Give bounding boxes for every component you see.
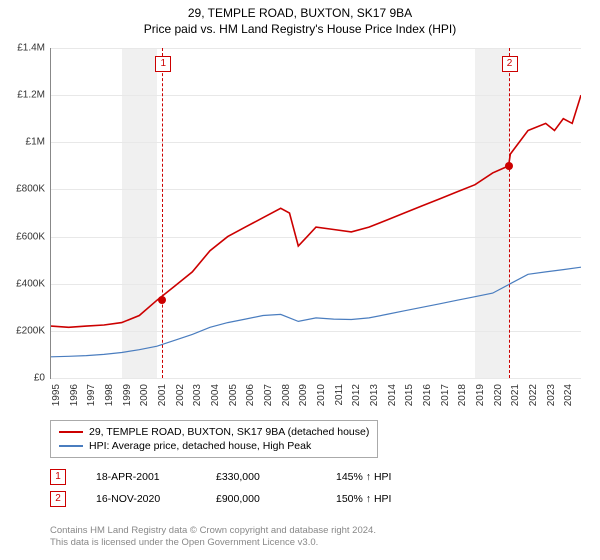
transaction-marker: 2	[50, 491, 66, 507]
page-title: 29, TEMPLE ROAD, BUXTON, SK17 9BA	[0, 0, 600, 20]
ytick-label: £200K	[16, 325, 45, 336]
transaction-date: 16-NOV-2020	[96, 493, 186, 505]
xtick-label: 2004	[210, 384, 221, 406]
xtick-label: 1996	[69, 384, 80, 406]
footer-line-1: Contains HM Land Registry data © Crown c…	[50, 525, 376, 537]
legend-swatch-2	[59, 445, 83, 447]
xtick-label: 2010	[316, 384, 327, 406]
xtick-label: 2006	[245, 384, 256, 406]
xtick-label: 2018	[457, 384, 468, 406]
ytick-label: £800K	[16, 184, 45, 195]
transaction-delta: 145% ↑ HPI	[336, 471, 426, 483]
xtick-label: 2014	[387, 384, 398, 406]
xtick-label: 1998	[104, 384, 115, 406]
xtick-label: 2011	[334, 384, 345, 406]
xtick-label: 2017	[440, 384, 451, 406]
legend-series-2: HPI: Average price, detached house, High…	[59, 439, 369, 453]
event-marker: 1	[155, 56, 171, 72]
xtick-label: 1997	[86, 384, 97, 406]
transaction-date: 18-APR-2001	[96, 471, 186, 483]
transaction-row: 2 16-NOV-2020 £900,000 150% ↑ HPI	[50, 488, 570, 510]
legend-label-1: 29, TEMPLE ROAD, BUXTON, SK17 9BA (detac…	[89, 426, 369, 438]
xtick-label: 2015	[404, 384, 415, 406]
transaction-delta: 150% ↑ HPI	[336, 493, 426, 505]
transaction-row: 1 18-APR-2001 £330,000 145% ↑ HPI	[50, 466, 570, 488]
event-vline	[162, 48, 163, 378]
transaction-marker: 1	[50, 469, 66, 485]
ytick-label: £600K	[16, 231, 45, 242]
legend-swatch-1	[59, 431, 83, 433]
transaction-rows: 1 18-APR-2001 £330,000 145% ↑ HPI 2 16-NOV-20…	[50, 466, 570, 510]
xtick-label: 2000	[139, 384, 150, 406]
event-vline	[509, 48, 510, 378]
xtick-label: 1999	[122, 384, 133, 406]
series-hpi	[51, 267, 581, 357]
xtick-label: 2022	[528, 384, 539, 406]
xtick-label: 2002	[175, 384, 186, 406]
xtick-label: 2013	[369, 384, 380, 406]
data-point	[505, 162, 513, 170]
ytick-label: £400K	[16, 278, 45, 289]
event-marker: 2	[502, 56, 518, 72]
series-price_paid	[51, 95, 581, 327]
xtick-label: 2012	[351, 384, 362, 406]
xtick-label: 2020	[493, 384, 504, 406]
xtick-label: 2016	[422, 384, 433, 406]
chart: £0£200K£400K£600K£800K£1M£1.2M£1.4M19951…	[50, 48, 580, 378]
footer: Contains HM Land Registry data © Crown c…	[50, 525, 376, 550]
page-subtitle: Price paid vs. HM Land Registry's House …	[0, 20, 600, 36]
xtick-label: 2024	[563, 384, 574, 406]
legend-series-1: 29, TEMPLE ROAD, BUXTON, SK17 9BA (detac…	[59, 425, 369, 439]
xtick-label: 2021	[510, 384, 521, 406]
footer-line-2: This data is licensed under the Open Gov…	[50, 537, 376, 549]
xtick-label: 2019	[475, 384, 486, 406]
xtick-label: 2023	[546, 384, 557, 406]
plot-area: £0£200K£400K£600K£800K£1M£1.2M£1.4M19951…	[50, 48, 581, 379]
ytick-label: £1.4M	[17, 43, 45, 54]
xtick-label: 1995	[51, 384, 62, 406]
xtick-label: 2009	[298, 384, 309, 406]
gridline	[51, 378, 581, 379]
data-point	[158, 296, 166, 304]
legend: 29, TEMPLE ROAD, BUXTON, SK17 9BA (detac…	[50, 420, 570, 510]
chart-lines	[51, 48, 581, 378]
xtick-label: 2001	[157, 384, 168, 406]
xtick-label: 2008	[281, 384, 292, 406]
legend-label-2: HPI: Average price, detached house, High…	[89, 440, 311, 452]
ytick-label: £0	[34, 373, 45, 384]
ytick-label: £1.2M	[17, 90, 45, 101]
legend-box: 29, TEMPLE ROAD, BUXTON, SK17 9BA (detac…	[50, 420, 378, 458]
xtick-label: 2003	[192, 384, 203, 406]
ytick-label: £1M	[26, 137, 45, 148]
xtick-label: 2005	[228, 384, 239, 406]
xtick-label: 2007	[263, 384, 274, 406]
transaction-price: £900,000	[216, 493, 306, 505]
transaction-price: £330,000	[216, 471, 306, 483]
